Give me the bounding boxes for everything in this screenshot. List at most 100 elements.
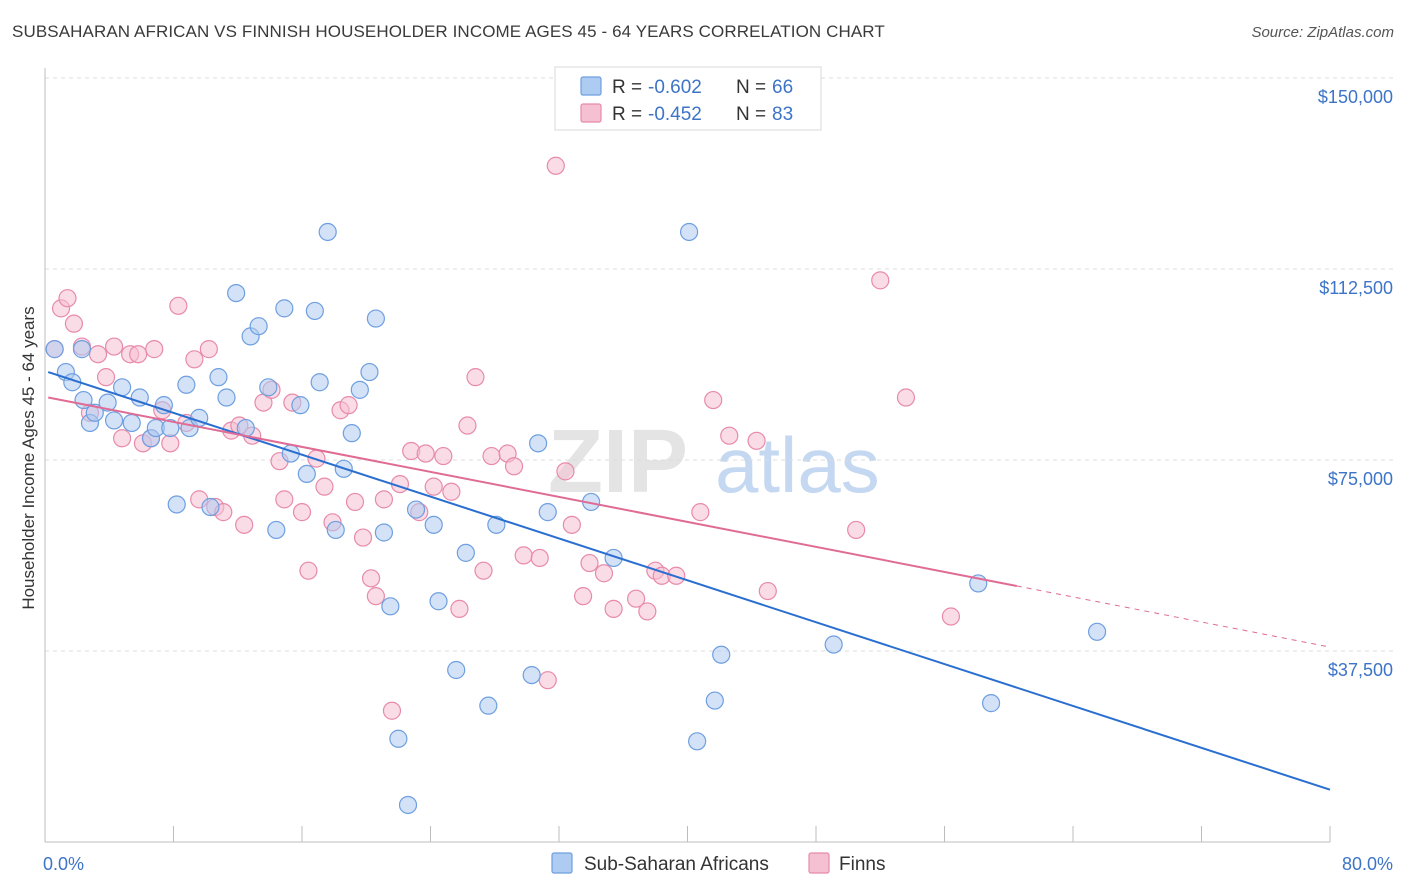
chart-source: Source: ZipAtlas.com bbox=[1251, 24, 1394, 41]
sub-saharan-point bbox=[177, 375, 196, 394]
sub-saharan-point bbox=[487, 515, 506, 534]
sub-saharan-point bbox=[604, 548, 623, 568]
finns-point bbox=[896, 388, 916, 407]
bottom-legend-swatch-blue bbox=[551, 852, 573, 874]
trend-lines bbox=[47, 371, 1331, 791]
finns-point bbox=[482, 446, 501, 466]
y-tick-label: $112,500 bbox=[1319, 278, 1393, 298]
sub-saharan-point bbox=[366, 309, 385, 328]
finns-point bbox=[424, 477, 443, 496]
finns-point bbox=[434, 446, 453, 466]
legend-r-label-1: R = bbox=[612, 77, 642, 98]
sub-saharan-point bbox=[529, 434, 548, 453]
sub-saharan-point bbox=[680, 222, 699, 242]
bottom-legend-swatch-pink bbox=[808, 852, 830, 874]
sub-saharan-point bbox=[456, 543, 475, 562]
sub-saharan-point bbox=[389, 729, 408, 748]
legend-swatch-blue bbox=[580, 76, 602, 96]
finns-point bbox=[58, 289, 77, 308]
sub-saharan-point bbox=[305, 301, 324, 321]
finns-point bbox=[145, 340, 164, 359]
sub-saharan-point bbox=[705, 691, 724, 710]
finns-point bbox=[638, 602, 657, 621]
sub-saharan-point bbox=[374, 523, 394, 542]
sub-saharan-point bbox=[98, 393, 117, 412]
sub-saharan-point bbox=[350, 380, 369, 399]
finns-point bbox=[704, 390, 723, 410]
watermark-zip: ZIP bbox=[548, 412, 688, 512]
finns-point bbox=[530, 548, 549, 568]
finns-point bbox=[292, 503, 312, 522]
finns-point bbox=[275, 490, 294, 509]
sub-saharan-point bbox=[267, 520, 286, 540]
sub-saharan-point bbox=[1087, 622, 1107, 641]
sub-saharan-point bbox=[824, 635, 843, 654]
finns-point bbox=[345, 492, 365, 512]
sub-saharan-point bbox=[688, 732, 707, 751]
sub-saharan-point bbox=[104, 411, 124, 430]
finns-point bbox=[374, 490, 394, 509]
finns-point bbox=[847, 520, 866, 540]
finns-point bbox=[720, 426, 739, 445]
finns-point bbox=[299, 561, 318, 580]
finns-point bbox=[450, 599, 469, 618]
finns-point bbox=[416, 444, 435, 463]
sub-saharan-point bbox=[249, 317, 268, 336]
finns-point bbox=[353, 528, 373, 547]
sub-saharan-point bbox=[72, 340, 92, 359]
legend-swatch-pink bbox=[580, 103, 602, 123]
sub-saharan-point bbox=[318, 222, 337, 242]
chart-title: SUBSAHARAN AFRICAN VS FINNISH HOUSEHOLDE… bbox=[12, 22, 885, 41]
finns-point bbox=[339, 396, 358, 415]
sub-saharan-point bbox=[712, 645, 731, 664]
finns-point bbox=[691, 503, 710, 522]
legend-box: R = -0.602 N = 66 R = -0.452 N = 83 bbox=[554, 66, 822, 131]
sub-saharan-point bbox=[259, 378, 278, 397]
finns-point bbox=[466, 368, 485, 387]
sub-saharan-point bbox=[429, 592, 448, 611]
finns-point bbox=[941, 607, 961, 626]
finns-point bbox=[315, 477, 334, 496]
gridlines bbox=[45, 77, 1395, 652]
finns-point bbox=[104, 337, 124, 356]
sub-saharan-point bbox=[291, 396, 310, 415]
sub-saharan-point bbox=[447, 660, 466, 680]
finns-point bbox=[88, 345, 108, 364]
finns-point bbox=[235, 515, 254, 534]
x-tick-label-max: 80.0% bbox=[1342, 854, 1393, 874]
finns-point bbox=[758, 581, 777, 601]
trend-line-finns bbox=[48, 396, 1017, 587]
finns-point bbox=[161, 434, 180, 453]
sub-saharan-point bbox=[209, 368, 228, 387]
watermark-atlas: atlas bbox=[715, 421, 880, 509]
sub-saharan-point bbox=[297, 464, 316, 484]
bottom-legend-label-pink: Finns bbox=[839, 854, 885, 875]
legend-r-label-2: R = bbox=[612, 104, 642, 125]
finns-point bbox=[474, 561, 493, 580]
sub-saharan-point bbox=[130, 388, 149, 407]
y-tick-label: $37,500 bbox=[1328, 660, 1393, 680]
finns-point bbox=[546, 156, 565, 175]
finns-point bbox=[185, 350, 204, 369]
sub-saharan-point bbox=[201, 497, 220, 517]
sub-saharan-point bbox=[538, 503, 557, 522]
y-tick-label: $150,000 bbox=[1318, 87, 1393, 107]
bottom-legend-label-blue: Sub-Saharan Africans bbox=[584, 854, 769, 875]
sub-saharan-point bbox=[424, 515, 443, 534]
finns-point bbox=[594, 564, 614, 583]
sub-saharan-point bbox=[167, 495, 186, 514]
legend-n-value-1: 66 bbox=[772, 77, 793, 98]
finns-point bbox=[504, 457, 524, 476]
finns-point bbox=[361, 569, 381, 588]
finns-point bbox=[514, 546, 533, 565]
finns-point bbox=[199, 340, 218, 359]
finns-point bbox=[96, 368, 116, 387]
finns-point bbox=[573, 587, 593, 606]
finns-point bbox=[129, 345, 148, 364]
sub-saharan-point bbox=[85, 403, 104, 422]
sub-saharan-point bbox=[981, 694, 1001, 713]
sub-saharan-point bbox=[227, 283, 246, 303]
finns-point bbox=[562, 515, 581, 534]
finns-point bbox=[556, 462, 575, 481]
